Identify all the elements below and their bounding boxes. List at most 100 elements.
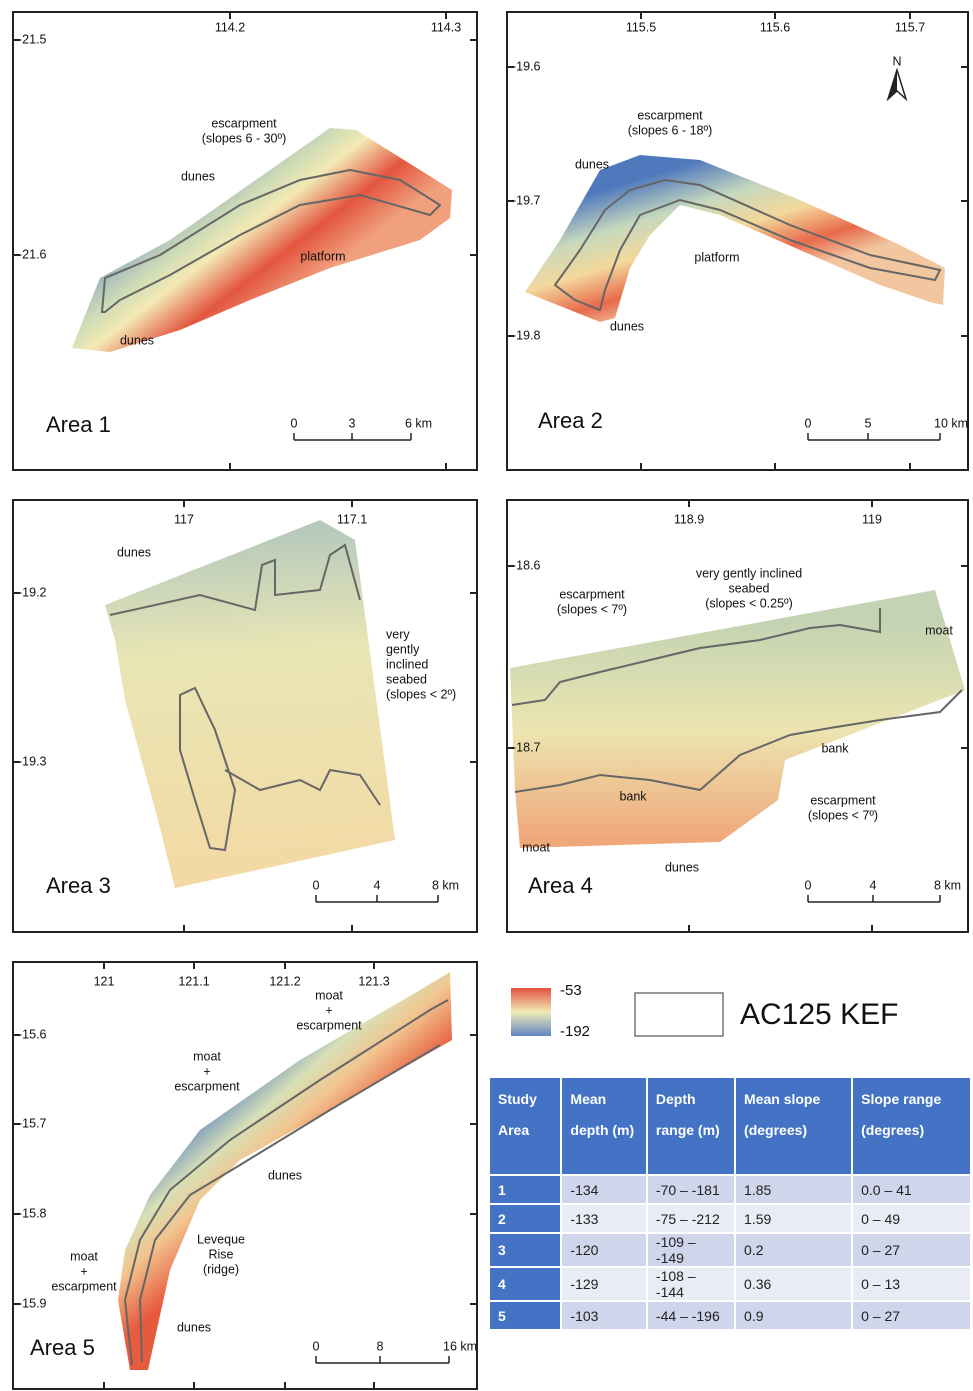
x-tick-label: 119: [862, 512, 882, 526]
panel-title: Area 4: [528, 873, 593, 898]
table-cell: -129: [560, 1266, 648, 1302]
annotation: +: [325, 1003, 332, 1017]
panel-frame: [12, 11, 478, 471]
annotation: (slopes < 7º): [557, 602, 627, 616]
table-cell: -134: [560, 1174, 648, 1205]
x-tick-label: 121: [94, 974, 115, 988]
north-arrow-half: [888, 70, 897, 99]
annotation: dunes: [120, 333, 154, 347]
table-cell: 1.85: [734, 1174, 854, 1205]
annotation: moat: [925, 623, 953, 637]
annotation: dunes: [268, 1168, 302, 1182]
kef-outline: [511, 608, 881, 706]
bathymetry-surface: [525, 155, 945, 322]
table-cell: 0.0 – 41: [851, 1174, 972, 1205]
annotation: (slopes < 0.25º): [705, 596, 793, 610]
depth-ramp: [511, 988, 551, 1036]
annotation: escarpment: [296, 1018, 362, 1032]
scale-label: 0: [805, 416, 812, 430]
scale-label: 5: [865, 416, 872, 430]
annotation: dunes: [610, 319, 644, 333]
table-cell: 3: [487, 1232, 563, 1268]
annotation: moat: [315, 988, 343, 1002]
kef-swatch: [634, 992, 724, 1037]
y-tick-label: -15.9: [18, 1296, 47, 1310]
kef-outline: [224, 768, 381, 806]
y-tick-label: -21.6: [18, 247, 47, 261]
panel-frame: [506, 499, 969, 933]
header-cell: Mean depth (m): [560, 1076, 648, 1176]
bathymetry-surface: [510, 590, 965, 848]
scale-label: 16 km: [443, 1339, 477, 1353]
header-cell: Depth range (m): [645, 1076, 737, 1176]
annotation: dunes: [117, 545, 151, 559]
table-cell: 4: [487, 1266, 563, 1302]
table-row: 4 -129 -108 – -144 0.36 0 – 13: [487, 1266, 972, 1302]
x-tick-label: 117.1: [337, 512, 367, 526]
annotation: +: [80, 1264, 87, 1278]
annotation: moat: [70, 1249, 98, 1263]
y-tick-label: -15.8: [18, 1206, 47, 1220]
bathymetry-surface: [72, 128, 452, 352]
table-cell: 0 – 27: [851, 1300, 972, 1331]
kef-outline: [123, 999, 449, 1366]
y-tick-label: -15.7: [18, 1116, 47, 1130]
annotation: very: [386, 627, 410, 641]
annotation: dunes: [181, 169, 215, 183]
x-tick-label: 114.3: [431, 20, 461, 34]
panel-title: Area 3: [46, 873, 111, 898]
table-cell: 1: [487, 1174, 563, 1205]
table-row: 3 -120 -109 – -149 0.2 0 – 27: [487, 1232, 972, 1268]
y-tick-label: -15.6: [18, 1027, 47, 1041]
annotation: bank: [821, 741, 849, 755]
annotation: +: [203, 1064, 210, 1078]
annotation: moat: [193, 1049, 221, 1063]
scale-label: 8: [377, 1339, 384, 1353]
annotation: escarpment: [810, 793, 876, 807]
legend-max: -53: [560, 982, 582, 999]
x-tick-label: 121.2: [269, 974, 300, 988]
annotation: dunes: [177, 1320, 211, 1334]
annotation: bank: [619, 789, 647, 803]
scale-label: 8 km: [432, 878, 459, 892]
y-tick-label: -19.6: [512, 59, 541, 73]
table-cell: -44 – -196: [645, 1300, 737, 1331]
header-cell: Slope range (degrees): [851, 1076, 972, 1176]
scale-label: 4: [870, 878, 877, 892]
table-cell: 0.9: [734, 1300, 854, 1331]
scale-label: 0: [805, 878, 812, 892]
table-cell: 0 – 27: [851, 1232, 972, 1268]
table-cell: -109 – -149: [645, 1232, 737, 1268]
annotation: (slopes 6 - 18º): [628, 123, 712, 137]
panel-title: Area 2: [538, 408, 603, 433]
annotation: escarpment: [559, 587, 625, 601]
bathymetry-surface: [118, 972, 452, 1370]
table-cell: 1.59: [734, 1203, 854, 1234]
scale-label: 0: [291, 416, 298, 430]
annotation: moat: [522, 840, 550, 854]
annotation: escarpment: [174, 1079, 240, 1093]
scale-label: 4: [374, 878, 381, 892]
panel-title: Area 1: [46, 412, 111, 437]
table-cell: 0 – 49: [851, 1203, 972, 1234]
annotation: dunes: [665, 860, 699, 874]
panel-title: Area 5: [30, 1335, 95, 1360]
table-cell: 5: [487, 1300, 563, 1331]
annotation: (slopes 6 - 30º): [202, 131, 286, 145]
annotation: inclined: [386, 657, 428, 671]
y-tick-label: -18.7: [512, 740, 541, 754]
table-cell: -120: [560, 1232, 648, 1268]
x-tick-label: 115.6: [760, 20, 790, 34]
kef-outline: [109, 543, 361, 616]
y-tick-label: -21.5: [18, 32, 47, 46]
annotation: platform: [694, 250, 739, 264]
annotation: Rise: [208, 1247, 233, 1261]
table-cell: 0 – 13: [851, 1266, 972, 1302]
header-cell: Mean slope (degrees): [734, 1076, 854, 1176]
scale-label: 0: [313, 878, 320, 892]
annotation: (ridge): [203, 1262, 239, 1276]
table-row: 2 -133 -75 – -212 1.59 0 – 49: [487, 1203, 972, 1234]
